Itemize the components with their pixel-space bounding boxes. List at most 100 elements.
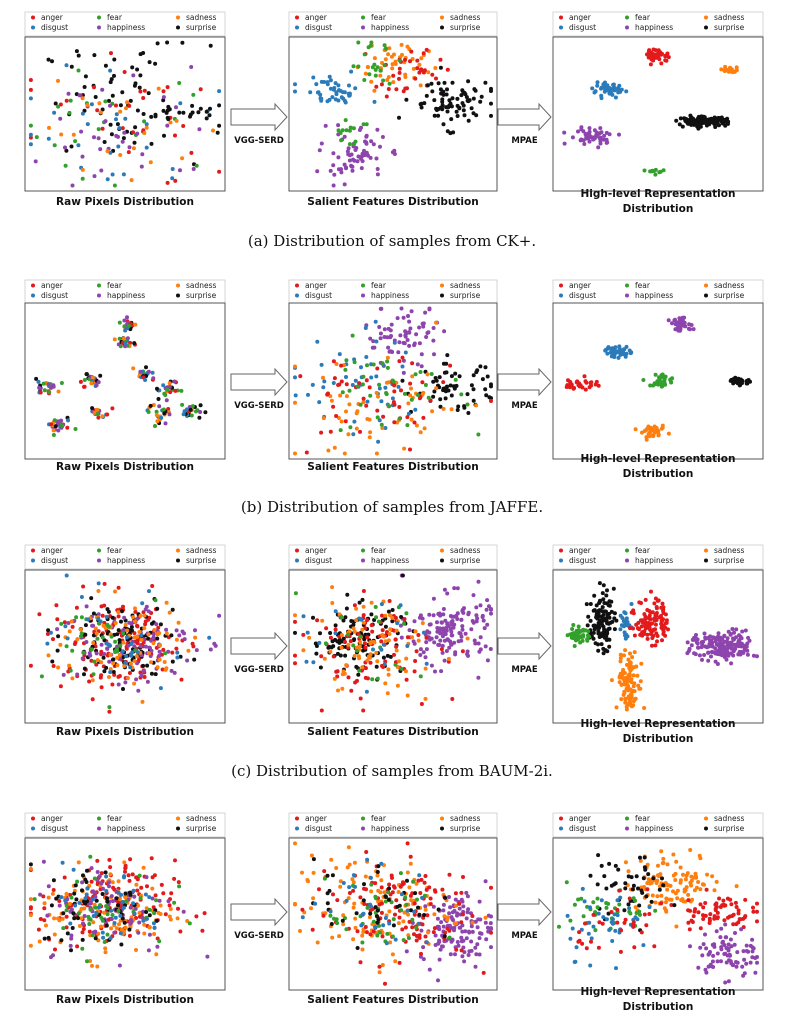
- data-point-sadness: [110, 880, 115, 885]
- data-point-anger: [358, 429, 362, 434]
- data-point-sadness: [361, 620, 366, 625]
- data-point-anger: [379, 910, 384, 915]
- data-point-anger: [368, 660, 373, 665]
- data-point-sadness: [99, 924, 103, 929]
- data-point-fear: [154, 409, 159, 414]
- data-point-surprise: [215, 130, 220, 135]
- data-point-happiness: [46, 884, 51, 889]
- legend-marker-disgust: [31, 25, 35, 30]
- legend-label-sadness: sadness: [714, 13, 745, 22]
- data-point-anger: [153, 893, 158, 898]
- data-point-happiness: [435, 620, 439, 625]
- data-point-anger: [42, 918, 47, 923]
- data-point-happiness: [604, 137, 609, 142]
- data-point-anger: [414, 938, 419, 943]
- data-point-surprise: [127, 927, 132, 932]
- data-point-surprise: [204, 109, 209, 114]
- data-point-anger: [698, 902, 703, 907]
- data-point-sadness: [103, 946, 108, 951]
- data-point-anger: [577, 930, 582, 935]
- data-point-disgust: [379, 647, 384, 652]
- data-point-sadness: [88, 959, 92, 963]
- data-point-sadness: [125, 100, 130, 105]
- data-point-fear: [564, 880, 569, 885]
- data-point-surprise: [438, 65, 443, 70]
- data-point-happiness: [117, 963, 122, 968]
- data-point-happiness: [174, 628, 179, 633]
- data-point-anger: [328, 429, 333, 434]
- data-point-disgust: [364, 355, 369, 359]
- data-point-happiness: [696, 645, 700, 650]
- data-point-sadness: [82, 906, 87, 911]
- data-point-disgust: [178, 101, 183, 106]
- data-point-anger: [415, 66, 420, 71]
- data-point-happiness: [690, 637, 695, 642]
- legend-marker-surprise: [440, 826, 444, 831]
- arrow-vgg-serd-row3: [230, 897, 288, 927]
- data-point-sadness: [330, 935, 335, 940]
- data-point-anger: [650, 610, 655, 615]
- data-point-happiness: [98, 147, 103, 152]
- data-point-sadness: [671, 873, 676, 878]
- data-point-anger: [715, 910, 720, 915]
- data-point-happiness: [742, 957, 747, 962]
- data-point-sadness: [368, 430, 373, 435]
- data-point-anger: [390, 875, 394, 880]
- legend-marker-anger: [31, 548, 35, 553]
- data-point-disgust: [613, 349, 618, 353]
- data-point-happiness: [460, 627, 465, 632]
- data-point-surprise: [441, 386, 446, 391]
- legend-label-fear: fear: [635, 546, 651, 555]
- data-point-sadness: [376, 899, 381, 904]
- data-point-disgust: [170, 176, 175, 181]
- legend-label-anger: anger: [305, 13, 328, 22]
- data-point-disgust: [319, 98, 324, 103]
- arrow-label-vgg-serd: VGG-SERD: [234, 931, 284, 941]
- data-point-sadness: [404, 656, 409, 661]
- data-point-sadness: [336, 416, 341, 420]
- legend-marker-surprise: [440, 25, 444, 30]
- data-point-anger: [54, 603, 59, 608]
- data-point-sadness: [408, 393, 413, 398]
- data-point-sadness: [37, 939, 42, 944]
- data-point-happiness: [38, 892, 43, 897]
- data-point-sadness: [321, 375, 325, 380]
- data-point-anger: [408, 854, 413, 859]
- data-point-fear: [64, 903, 69, 908]
- legend-label-happiness: happiness: [635, 556, 673, 565]
- data-point-surprise: [345, 592, 350, 597]
- data-point-anger: [82, 384, 86, 389]
- data-point-sadness: [158, 903, 163, 908]
- data-point-surprise: [474, 113, 479, 118]
- data-point-sadness: [673, 878, 678, 882]
- data-point-fear: [322, 876, 327, 881]
- data-point-happiness: [398, 333, 403, 338]
- legend-label-disgust: disgust: [41, 824, 68, 833]
- data-point-fear: [401, 938, 406, 943]
- data-point-fear: [377, 923, 381, 928]
- data-point-surprise: [130, 65, 135, 70]
- data-point-sadness: [423, 666, 428, 671]
- data-point-disgust: [132, 911, 137, 916]
- data-point-surprise: [483, 387, 488, 392]
- data-point-happiness: [51, 953, 55, 958]
- data-point-surprise: [70, 926, 75, 930]
- data-point-surprise: [61, 911, 66, 916]
- data-point-sadness: [618, 656, 623, 661]
- data-point-anger: [571, 386, 576, 391]
- data-point-surprise: [429, 81, 434, 86]
- data-point-surprise: [156, 397, 161, 401]
- data-point-fear: [353, 139, 358, 144]
- data-point-disgust: [143, 378, 148, 382]
- data-point-surprise: [46, 628, 51, 633]
- data-point-happiness: [728, 953, 732, 958]
- data-point-surprise: [442, 934, 447, 939]
- data-point-sadness: [395, 683, 400, 688]
- data-point-surprise: [188, 114, 192, 119]
- data-point-anger: [145, 884, 149, 889]
- data-point-sadness: [675, 888, 680, 893]
- data-point-anger: [643, 614, 648, 619]
- data-point-sadness: [361, 604, 366, 609]
- data-point-fear: [81, 650, 86, 655]
- data-point-disgust: [379, 602, 384, 607]
